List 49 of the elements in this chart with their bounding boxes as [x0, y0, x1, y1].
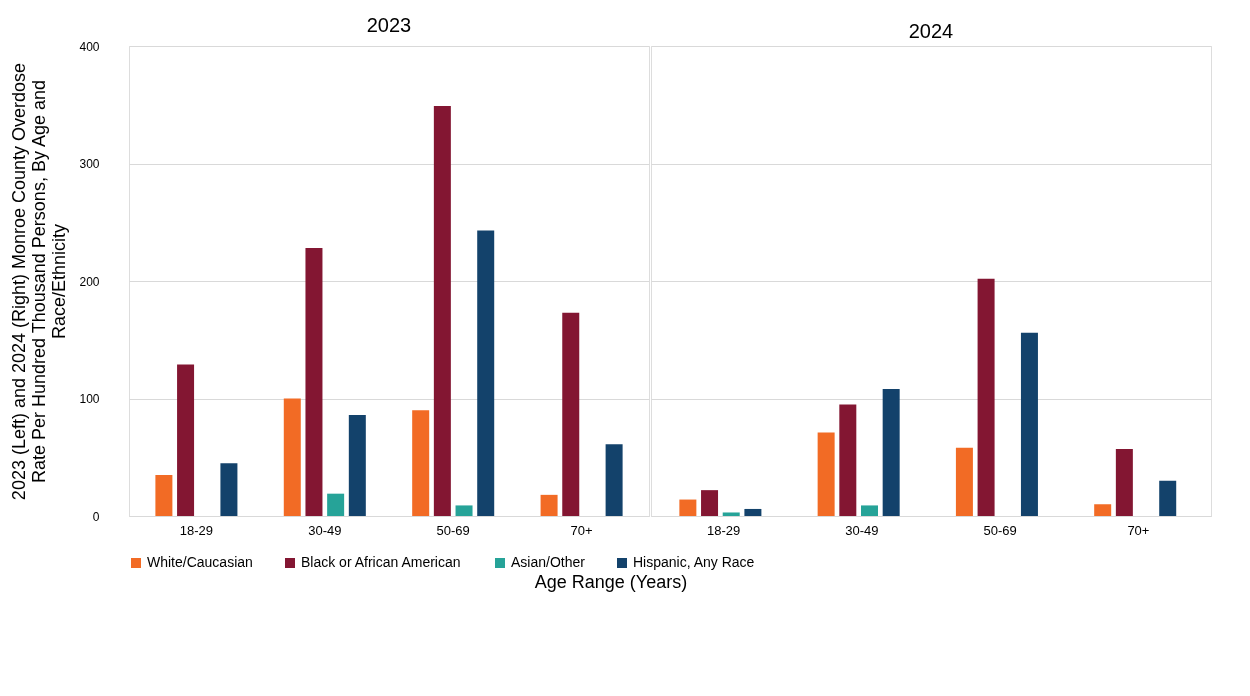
chart-title: 2023	[366, 14, 412, 36]
bar	[1020, 332, 1038, 516]
x-tick-label: 50-69	[436, 522, 470, 538]
legend-label: Asian/Other	[511, 554, 586, 570]
bar	[1159, 480, 1177, 516]
legend-label: Hispanic, Any Race	[633, 554, 755, 570]
y-tick-label: 200	[79, 274, 100, 289]
x-axis-title: Age Range (Years)	[534, 572, 688, 592]
y-tick-label: 300	[79, 157, 100, 171]
bar	[433, 105, 451, 516]
x-tick-label: 50-69	[983, 522, 1017, 538]
bar	[562, 312, 580, 516]
bar	[679, 499, 697, 516]
bar	[817, 432, 835, 516]
y-axis-title: 2023 (Left) and 2024 (Right) Monroe County Overdose Rate Per Hundred Thousand Persons, By Age and Race/Ethnicity	[9, 62, 70, 501]
x-tick-label: 70+	[570, 522, 593, 538]
bar	[155, 474, 173, 516]
bar	[860, 505, 878, 516]
bar	[283, 398, 301, 516]
y-tick-label: 0	[92, 509, 100, 524]
x-tick-label: 70+	[1127, 522, 1150, 538]
bar	[605, 444, 623, 516]
bar	[220, 463, 238, 516]
chart-title: 2024	[908, 20, 954, 42]
bar	[701, 490, 719, 516]
x-tick-label: 18-29	[706, 522, 741, 538]
legend-label: Black or African American	[301, 554, 461, 570]
bar	[477, 230, 495, 516]
bar	[540, 494, 558, 516]
y-tick-label: 400	[79, 39, 100, 54]
bar	[744, 508, 762, 516]
bar	[305, 248, 323, 516]
x-tick-label: 30-49	[845, 522, 879, 538]
legend-label: White/Caucasian	[147, 554, 253, 570]
bar	[955, 447, 973, 516]
bar	[177, 364, 195, 516]
x-tick-label: 30-49	[308, 522, 342, 538]
x-tick-label: 18-29	[179, 522, 214, 538]
bar	[1115, 449, 1133, 516]
bar	[977, 278, 995, 516]
bar	[839, 404, 857, 516]
bar	[722, 512, 740, 516]
bar	[348, 414, 366, 516]
y-tick-label: 100	[79, 392, 100, 406]
bar	[882, 389, 900, 516]
bar	[1094, 504, 1112, 516]
bar	[327, 493, 345, 516]
bar	[455, 505, 473, 516]
bar	[412, 410, 430, 516]
